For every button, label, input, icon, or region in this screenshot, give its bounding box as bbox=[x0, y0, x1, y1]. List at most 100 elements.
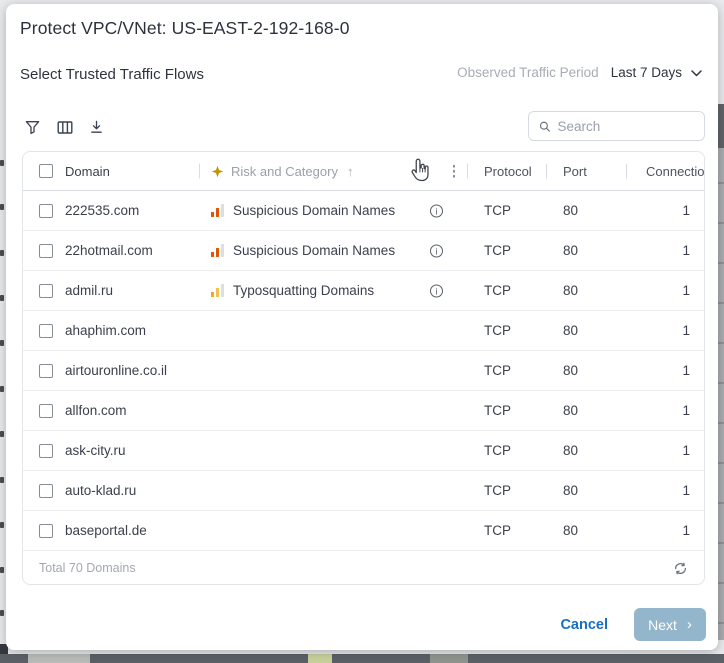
connections-cell: 1 bbox=[682, 243, 690, 258]
row-checkbox[interactable] bbox=[39, 203, 53, 218]
table-row[interactable]: 222535.com Suspicious Domain Names i TCP… bbox=[23, 191, 704, 231]
row-checkbox[interactable] bbox=[39, 483, 53, 498]
table-row[interactable]: 22hotmail.com Suspicious Domain Names i … bbox=[23, 231, 704, 271]
risk-category-cell: Suspicious Domain Names i bbox=[199, 231, 467, 270]
risk-category-cell bbox=[199, 311, 467, 350]
row-checkbox[interactable] bbox=[39, 523, 53, 538]
protocol-cell: TCP bbox=[484, 203, 511, 218]
connections-cell: 1 bbox=[682, 443, 690, 458]
domain-cell: baseportal.de bbox=[65, 523, 147, 538]
period-value: Last 7 Days bbox=[610, 65, 682, 80]
chevron-down-icon bbox=[691, 70, 702, 77]
port-cell: 80 bbox=[563, 243, 579, 258]
next-button[interactable]: Next › bbox=[634, 608, 706, 641]
table-footer: Total 70 Domains bbox=[23, 551, 704, 584]
dialog-title: Protect VPC/VNet: US-EAST-2-192-168-0 bbox=[20, 18, 350, 38]
risk-category-cell bbox=[199, 431, 467, 470]
info-icon[interactable]: i bbox=[430, 284, 443, 297]
search-icon bbox=[539, 121, 550, 132]
domain-cell: airtouronline.co.il bbox=[65, 363, 168, 378]
table-body: 222535.com Suspicious Domain Names i TCP… bbox=[23, 191, 704, 551]
domain-cell: admil.ru bbox=[65, 283, 114, 298]
connections-cell: 1 bbox=[682, 523, 690, 538]
port-cell: 80 bbox=[563, 283, 579, 298]
domain-cell: ask-city.ru bbox=[65, 443, 126, 458]
protocol-cell: TCP bbox=[484, 403, 511, 418]
domain-cell: allfon.com bbox=[65, 403, 127, 418]
info-icon[interactable]: i bbox=[430, 204, 443, 217]
row-checkbox[interactable] bbox=[39, 283, 53, 298]
info-icon[interactable]: i bbox=[430, 244, 443, 257]
table-row[interactable]: ask-city.ru TCP 80 1 bbox=[23, 431, 704, 471]
dialog-actions: Cancel Next › bbox=[560, 608, 706, 641]
filter-icon[interactable] bbox=[24, 119, 41, 136]
port-cell: 80 bbox=[563, 443, 579, 458]
protocol-cell: TCP bbox=[484, 443, 511, 458]
search-input[interactable] bbox=[557, 118, 694, 134]
connections-cell: 1 bbox=[682, 363, 690, 378]
cancel-button[interactable]: Cancel bbox=[560, 616, 608, 633]
observed-traffic-period: Observed Traffic Period Last 7 Days bbox=[457, 65, 702, 80]
protocol-cell: TCP bbox=[484, 483, 511, 498]
protocol-cell: TCP bbox=[484, 523, 511, 538]
total-domains-label: Total 70 Domains bbox=[39, 561, 136, 575]
table-row[interactable]: admil.ru Typosquatting Domains i TCP 80 … bbox=[23, 271, 704, 311]
row-checkbox[interactable] bbox=[39, 243, 53, 258]
header-connections[interactable]: Connections bbox=[626, 152, 704, 190]
connections-cell: 1 bbox=[682, 323, 690, 338]
domain-cell: ahaphim.com bbox=[65, 323, 147, 338]
table-row[interactable]: airtouronline.co.il TCP 80 1 bbox=[23, 351, 704, 391]
protect-vpc-dialog: Protect VPC/VNet: US-EAST-2-192-168-0 Se… bbox=[6, 4, 718, 650]
connections-cell: 1 bbox=[682, 283, 690, 298]
port-cell: 80 bbox=[563, 323, 579, 338]
background-bottom-strip bbox=[0, 654, 724, 663]
risk-category-cell bbox=[199, 511, 467, 550]
row-checkbox[interactable] bbox=[39, 403, 53, 418]
select-all-checkbox[interactable] bbox=[39, 164, 53, 178]
port-cell: 80 bbox=[563, 403, 579, 418]
period-label: Observed Traffic Period bbox=[457, 65, 599, 80]
columns-icon[interactable] bbox=[56, 119, 73, 136]
refresh-icon[interactable] bbox=[673, 561, 688, 576]
connections-cell: 1 bbox=[682, 403, 690, 418]
port-cell: 80 bbox=[563, 483, 579, 498]
premium-star-icon bbox=[211, 165, 224, 178]
table-toolbar bbox=[24, 119, 105, 136]
table-row[interactable]: auto-klad.ru TCP 80 1 bbox=[23, 471, 704, 511]
chevron-right-icon: › bbox=[686, 615, 692, 633]
port-cell: 80 bbox=[563, 363, 579, 378]
header-select-cell bbox=[23, 152, 65, 190]
domain-cell: auto-klad.ru bbox=[65, 483, 137, 498]
download-icon[interactable] bbox=[88, 119, 105, 136]
table-row[interactable]: allfon.com TCP 80 1 bbox=[23, 391, 704, 431]
risk-category-cell bbox=[199, 471, 467, 510]
header-port[interactable]: Port bbox=[546, 152, 626, 190]
connections-cell: 1 bbox=[682, 203, 690, 218]
row-checkbox[interactable] bbox=[39, 363, 53, 378]
period-dropdown[interactable]: Last 7 Days bbox=[611, 65, 702, 80]
protocol-cell: TCP bbox=[484, 283, 511, 298]
domain-cell: 222535.com bbox=[65, 203, 140, 218]
table-row[interactable]: baseportal.de TCP 80 1 bbox=[23, 511, 704, 551]
background-right-edge bbox=[717, 104, 724, 640]
table-row[interactable]: ahaphim.com TCP 80 1 bbox=[23, 311, 704, 351]
traffic-flows-table: Domain Risk and Category ↑ Protocol Port bbox=[22, 151, 705, 585]
background-right-edge-dark bbox=[717, 104, 724, 148]
risk-level-icon bbox=[211, 204, 224, 217]
table-header-row: Domain Risk and Category ↑ Protocol Port bbox=[23, 152, 704, 191]
sort-ascending-icon[interactable]: ↑ bbox=[346, 163, 354, 179]
header-protocol[interactable]: Protocol bbox=[467, 152, 546, 190]
protocol-cell: TCP bbox=[484, 323, 511, 338]
risk-level-icon bbox=[211, 284, 224, 297]
header-risk-and-category[interactable]: Risk and Category ↑ bbox=[199, 152, 467, 190]
column-menu-icon[interactable] bbox=[451, 163, 458, 180]
connections-cell: 1 bbox=[682, 483, 690, 498]
header-domain[interactable]: Domain bbox=[65, 163, 110, 179]
port-cell: 80 bbox=[563, 203, 579, 218]
row-checkbox[interactable] bbox=[39, 323, 53, 338]
risk-category-cell: Suspicious Domain Names i bbox=[199, 191, 467, 230]
row-checkbox[interactable] bbox=[39, 443, 53, 458]
risk-level-icon bbox=[211, 244, 224, 257]
risk-category-cell bbox=[199, 351, 467, 390]
